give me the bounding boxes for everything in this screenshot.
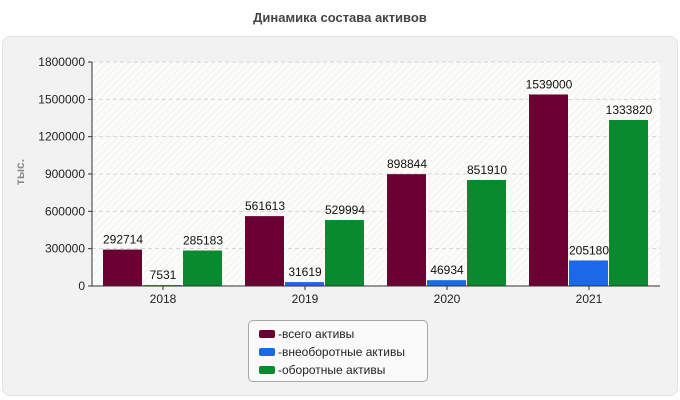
bars-group: [103, 94, 648, 286]
data-label: 292714: [103, 233, 143, 247]
y-tick-label: 1500000: [38, 92, 85, 106]
bar[interactable]: [467, 179, 506, 286]
bar[interactable]: [245, 216, 284, 286]
bar[interactable]: [103, 249, 142, 286]
bar[interactable]: [529, 94, 568, 286]
legend-swatch: [259, 348, 275, 356]
x-tick-label: 2021: [576, 292, 603, 306]
legend-prefix: -: [278, 345, 282, 359]
y-tick-label: 1200000: [38, 130, 85, 144]
data-label: 529994: [325, 203, 365, 217]
data-label: 898844: [387, 157, 427, 171]
bar[interactable]: [183, 250, 222, 286]
bar[interactable]: [285, 282, 324, 286]
y-tick-label: 1800000: [38, 55, 85, 69]
labels-group: 0 300000 600000 900000 1200000 1500000 1800000…: [38, 55, 652, 306]
chart-legend: - всего активы - внеоборотные активы - о…: [248, 320, 428, 382]
legend-item[interactable]: - всего активы: [259, 325, 427, 343]
legend-item[interactable]: - внеоборотные активы: [259, 343, 427, 361]
data-label: 561613: [245, 199, 285, 213]
legend-swatch: [259, 330, 275, 338]
legend-label: всего активы: [282, 327, 355, 341]
legend-label: оборотные активы: [282, 363, 386, 377]
y-tick-label: 0: [78, 279, 85, 293]
data-label: 1539000: [526, 77, 573, 91]
y-tick-label: 600000: [45, 204, 85, 218]
x-tick-label: 2018: [150, 292, 177, 306]
bar[interactable]: [325, 220, 364, 286]
y-axis-label: тыс.: [13, 159, 27, 185]
legend-item[interactable]: - оборотные активы: [259, 361, 427, 379]
data-label: 7531: [150, 268, 177, 282]
legend-prefix: -: [278, 327, 282, 341]
data-label: 31619: [288, 265, 322, 279]
bar[interactable]: [427, 280, 466, 286]
data-label: 1333820: [606, 103, 653, 117]
x-tick-label: 2019: [292, 292, 319, 306]
legend-prefix: -: [278, 363, 282, 377]
grid-lines: [92, 61, 660, 250]
bar[interactable]: [609, 120, 648, 286]
data-label: 285183: [183, 234, 223, 248]
legend-label: внеоборотные активы: [282, 345, 405, 359]
bar[interactable]: [569, 260, 608, 286]
bar[interactable]: [387, 174, 426, 286]
y-tick-label: 300000: [45, 242, 85, 256]
axes: [88, 61, 660, 290]
data-label: 46934: [430, 263, 464, 277]
x-tick-label: 2020: [434, 292, 461, 306]
data-label: 851910: [467, 163, 507, 177]
chart-title: Динамика состава активов: [253, 10, 427, 25]
legend-swatch: [259, 366, 275, 374]
data-label: 205180: [569, 243, 609, 257]
y-tick-label: 900000: [45, 167, 85, 181]
